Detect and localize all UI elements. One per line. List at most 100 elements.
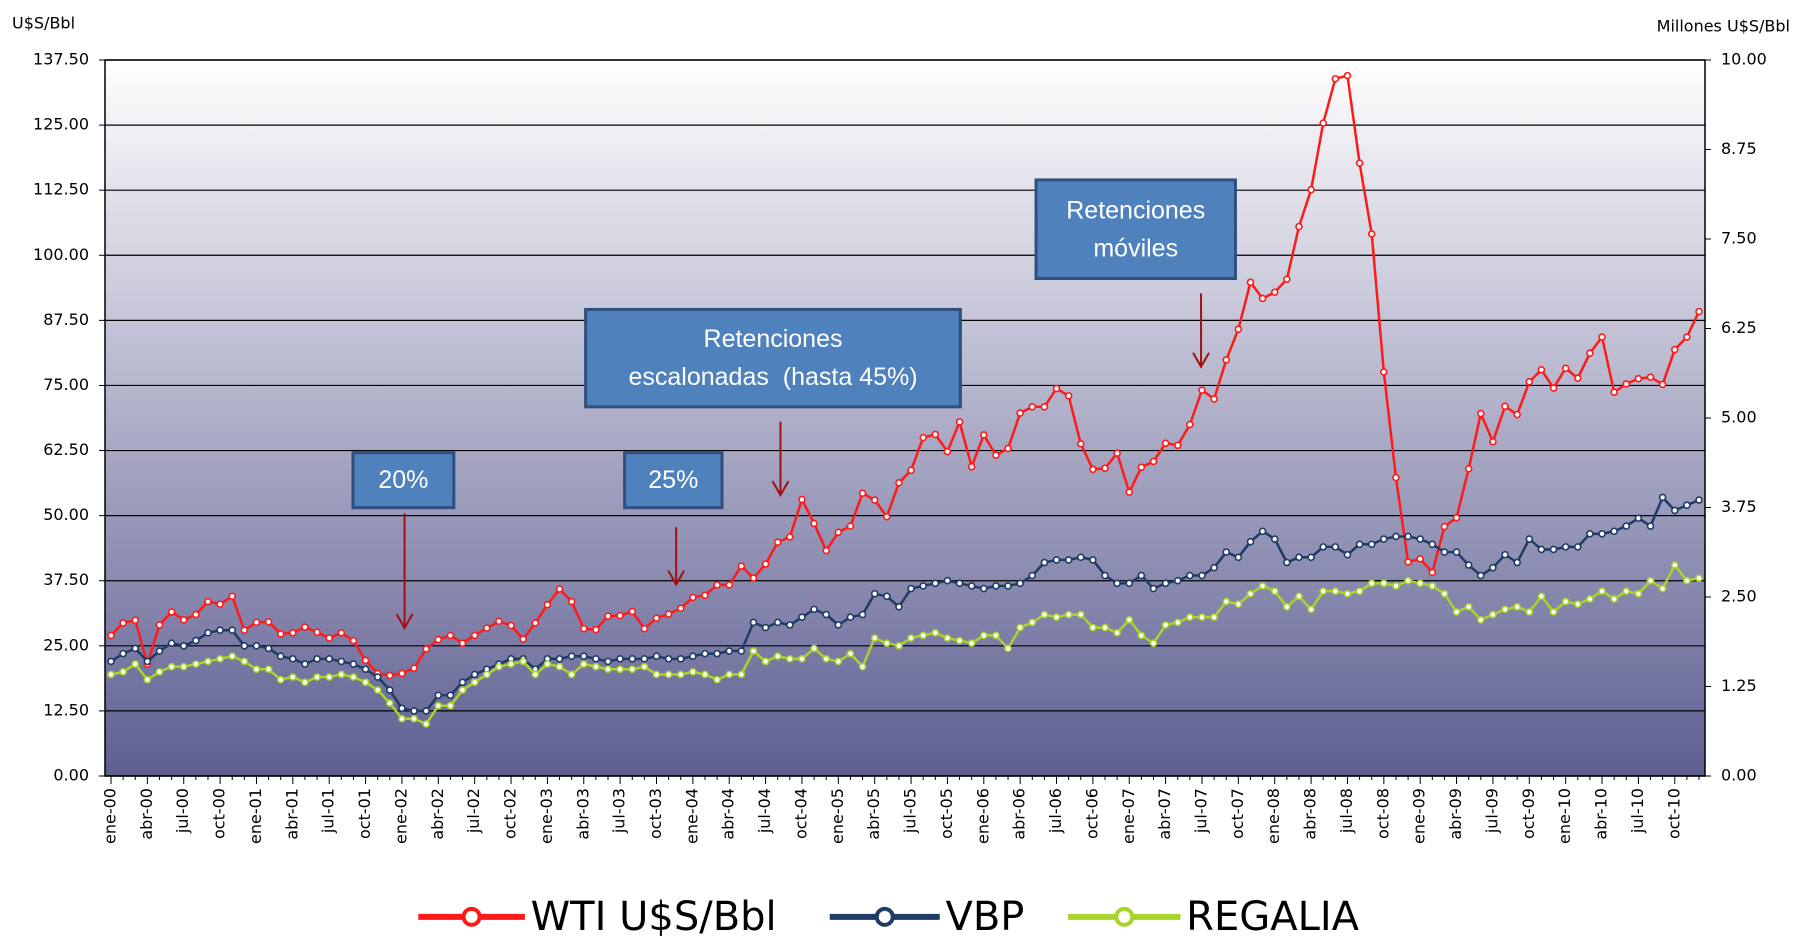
legend-label: WTI U$S/Bbl [531, 894, 777, 937]
data-point [773, 652, 782, 661]
data-point [822, 546, 831, 555]
data-point [1283, 602, 1291, 611]
data-point [834, 528, 843, 537]
data-point [616, 611, 624, 620]
data-point [1355, 587, 1364, 595]
data-point [458, 686, 467, 694]
data-point [192, 610, 200, 619]
data-point [1234, 325, 1243, 334]
data-point [1319, 587, 1328, 595]
data-point [1428, 540, 1437, 549]
data-point [386, 686, 394, 694]
data-point [1670, 345, 1679, 354]
data-point [192, 660, 200, 668]
data-point [240, 626, 249, 634]
data-point [1125, 488, 1134, 497]
data-point [1489, 563, 1497, 572]
data-point [1064, 556, 1073, 564]
data-point [289, 673, 297, 681]
data-point [289, 655, 297, 663]
data-point [834, 621, 843, 629]
data-point [616, 655, 624, 663]
data-point [943, 447, 952, 456]
data-point [676, 655, 685, 663]
data-point [1610, 388, 1618, 397]
data-point [979, 431, 988, 439]
annotation-text: Retenciones [1066, 197, 1205, 225]
data-point [1210, 613, 1218, 621]
data-point [1258, 527, 1267, 536]
data-point [1598, 333, 1606, 341]
data-point [1270, 587, 1279, 595]
data-point [1004, 444, 1012, 453]
data-point [1464, 602, 1473, 611]
data-point [1295, 592, 1303, 601]
x-tick-label: jul-03 [610, 788, 629, 834]
annotation-text: 25% [648, 466, 698, 494]
data-point [773, 618, 782, 627]
data-point [446, 691, 455, 700]
data-point [761, 623, 770, 632]
x-tick-label: ene-10 [1555, 788, 1574, 844]
data-point [1101, 464, 1109, 473]
data-point [1101, 571, 1109, 580]
data-point [1040, 610, 1049, 619]
data-point [943, 576, 952, 585]
data-point [204, 628, 212, 637]
data-point [398, 714, 406, 723]
data-point [955, 579, 964, 588]
data-point [264, 618, 273, 626]
data-point [822, 610, 831, 619]
y-tick-label: 87.50 [43, 310, 89, 329]
data-point [1586, 530, 1594, 538]
x-tick-label: abr-05 [864, 788, 883, 840]
data-point [107, 631, 115, 640]
y-tick-label: 62.50 [43, 440, 89, 459]
data-point [846, 522, 855, 530]
data-point [131, 616, 140, 625]
data-point [410, 714, 418, 723]
x-tick-label: oct-07 [1228, 788, 1247, 839]
data-point [1283, 558, 1291, 567]
data-point [410, 664, 418, 673]
data-point [1440, 548, 1449, 556]
data-point [1695, 574, 1703, 582]
data-point [1561, 597, 1570, 606]
y2-tick-label: 0.00 [1721, 766, 1757, 785]
x-tick-label: oct-08 [1373, 788, 1392, 839]
data-point [1452, 608, 1461, 616]
x-tick-label: oct-05 [937, 788, 956, 839]
data-point [422, 720, 430, 728]
data-point [1149, 584, 1158, 593]
data-point [1004, 644, 1012, 653]
data-point [495, 662, 503, 671]
data-point [1683, 501, 1691, 510]
data-point [458, 678, 467, 687]
x-tick-label: abr-01 [282, 788, 301, 840]
data-point [313, 673, 321, 681]
data-point [543, 600, 552, 609]
data-point [252, 642, 261, 650]
x-tick-label: oct-02 [501, 788, 520, 839]
data-point [1392, 473, 1400, 482]
y-tick-label: 125.00 [33, 115, 89, 134]
y2-tick-label: 1.25 [1721, 676, 1757, 695]
data-point [1622, 380, 1631, 388]
data-point [1598, 587, 1606, 595]
y-tick-label: 0.00 [53, 766, 89, 785]
data-point [1392, 532, 1400, 541]
data-point [107, 670, 115, 679]
x-tick-label: abr-07 [1155, 788, 1174, 840]
data-point [1404, 532, 1412, 541]
data-point [1089, 465, 1097, 474]
data-point [628, 655, 637, 663]
data-point [749, 618, 758, 627]
data-point [701, 591, 709, 600]
data-point [725, 670, 734, 679]
data-point [592, 625, 600, 634]
data-point [810, 605, 818, 614]
data-point [1222, 548, 1231, 556]
data-point [1634, 589, 1643, 598]
data-point [289, 628, 297, 637]
annotation-text: Retenciones [704, 325, 843, 353]
